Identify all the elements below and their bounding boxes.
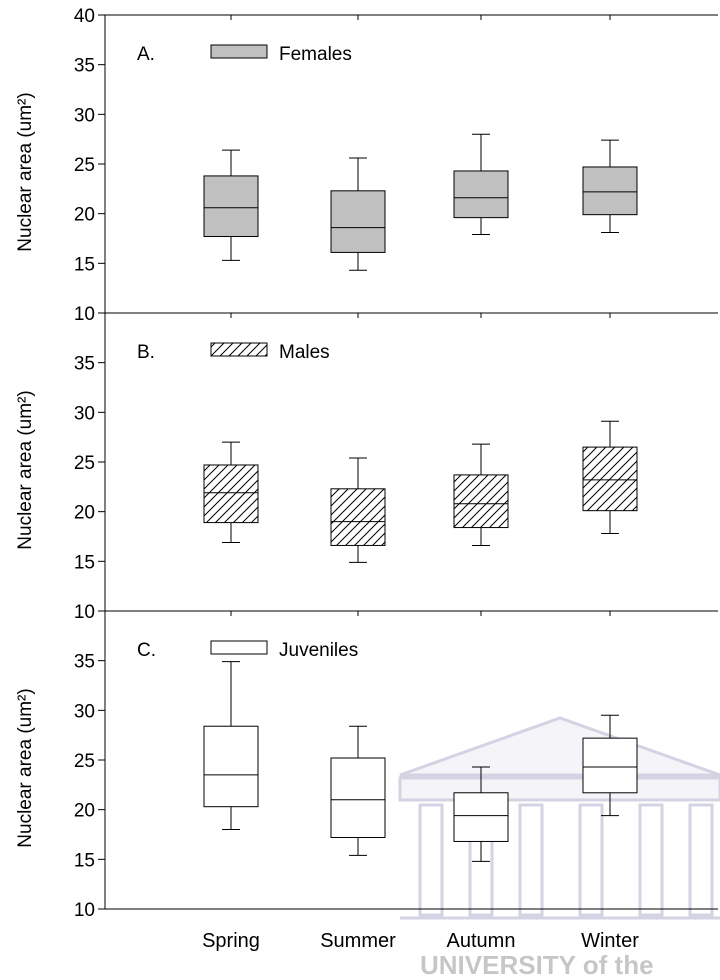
y-tick-label: 20 xyxy=(74,205,95,226)
y-tick-label: 30 xyxy=(74,403,95,424)
x-tick-label: Summer xyxy=(320,930,396,952)
box-autumn xyxy=(453,133,509,236)
box-iqr xyxy=(582,446,638,512)
legend-swatch xyxy=(210,44,268,59)
y-tick-label: 30 xyxy=(74,701,95,722)
y-tick-label: 35 xyxy=(74,56,95,77)
panel-label: B. xyxy=(137,342,155,363)
y-tick-label: 20 xyxy=(74,503,95,524)
panel-label: A. xyxy=(137,44,155,65)
legend-label: Males xyxy=(279,342,330,363)
y-tick-label: 15 xyxy=(74,254,95,275)
x-tick-label: Autumn xyxy=(447,930,516,952)
panel-juveniles: 10 15 20 25 30 35 Nuclear area (um²) C. Juvenile… xyxy=(15,611,718,921)
box-iqr xyxy=(453,792,509,842)
box-iqr xyxy=(203,725,259,808)
y-tick-label: 30 xyxy=(74,105,95,126)
box-summer xyxy=(330,725,386,856)
box-iqr xyxy=(203,464,259,524)
box-iqr xyxy=(582,737,638,794)
box-iqr xyxy=(330,190,386,253)
y-tick-label: 10 xyxy=(74,602,95,623)
box-iqr xyxy=(330,757,386,838)
box-summer xyxy=(330,157,386,271)
y-tick-label: 25 xyxy=(74,155,95,176)
legend-label: Juveniles xyxy=(279,640,358,661)
watermark-text: UNIVERSITY of the xyxy=(420,950,654,980)
legend-label: Females xyxy=(279,44,352,65)
y-tick-label: 20 xyxy=(74,801,95,822)
x-tick-label: Winter xyxy=(581,930,639,952)
university-watermark-logo: UNIVERSITY of the xyxy=(398,716,720,980)
box-winter xyxy=(582,139,638,234)
y-tick-label: 40 xyxy=(74,6,95,27)
legend-swatch xyxy=(210,640,268,655)
legend-swatch xyxy=(210,342,268,357)
box-iqr xyxy=(330,488,386,546)
y-axis-label: Nuclear area (um²) xyxy=(15,688,36,847)
box-iqr xyxy=(582,166,638,216)
box-iqr xyxy=(453,170,509,219)
box-summer xyxy=(330,457,386,563)
box-winter xyxy=(582,714,638,817)
y-tick-label: 25 xyxy=(74,751,95,772)
y-tick-label: 25 xyxy=(74,453,95,474)
box-autumn xyxy=(453,443,509,546)
y-tick-label: 10 xyxy=(74,900,95,921)
box-autumn xyxy=(453,766,509,862)
box-iqr xyxy=(203,175,259,238)
box-spring xyxy=(203,441,259,543)
box-winter xyxy=(582,420,638,535)
y-tick-label: 35 xyxy=(74,354,95,375)
box-spring xyxy=(203,661,259,831)
panel-label: C. xyxy=(137,640,156,661)
panel-females: 10 15 20 25 30 35 40 Nuclear area (um²) A. Female… xyxy=(15,6,718,325)
y-axis-label: Nuclear area (um²) xyxy=(15,390,36,549)
y-axis-label: Nuclear area (um²) xyxy=(15,92,36,251)
box-iqr xyxy=(453,474,509,529)
box-spring xyxy=(203,149,259,261)
y-tick-label: 10 xyxy=(74,304,95,325)
y-tick-label: 15 xyxy=(74,850,95,871)
panel-males: 10 15 20 25 30 35 Nuclear area (um²) B. Males xyxy=(15,313,718,623)
y-tick-label: 35 xyxy=(74,652,95,673)
y-tick-label: 15 xyxy=(74,552,95,573)
x-tick-label: Spring xyxy=(202,930,260,952)
